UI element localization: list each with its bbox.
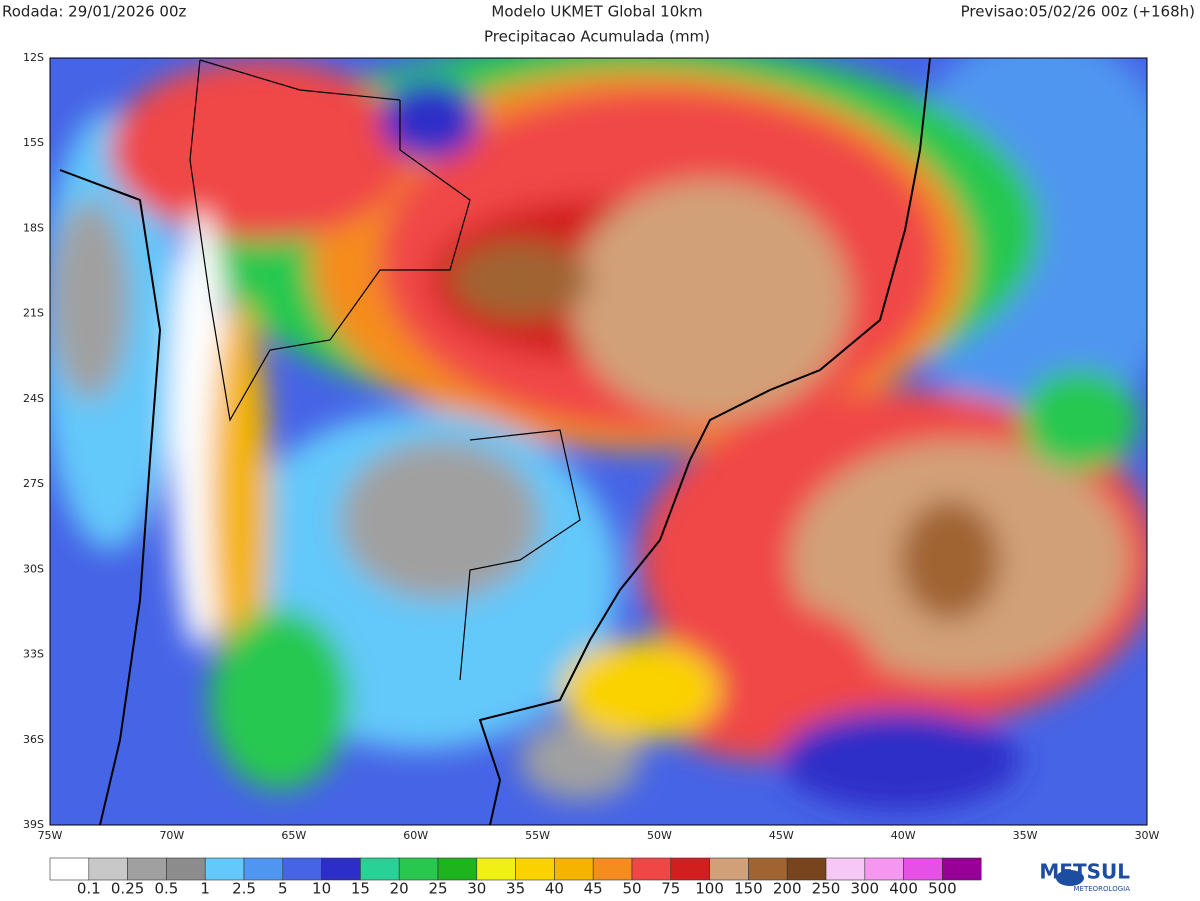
legend-swatch	[515, 857, 555, 881]
legend-label: 150	[734, 880, 763, 898]
legend-label: 400	[889, 880, 918, 898]
precip-map	[50, 58, 1147, 825]
legend-swatch	[166, 857, 206, 881]
legend-swatch	[825, 857, 866, 881]
legend-swatch	[321, 857, 361, 881]
logo-name: METSUL	[1039, 860, 1130, 884]
legend-swatch	[709, 857, 749, 881]
legend-swatch	[476, 857, 516, 881]
lat-label: 33S	[23, 648, 44, 661]
legend-swatch	[49, 857, 90, 881]
legend-label: 15	[351, 880, 370, 898]
legend-label: 30	[467, 880, 486, 898]
legend-swatch	[204, 857, 245, 881]
legend-swatch	[670, 857, 710, 881]
lat-label: 12S	[23, 51, 44, 64]
legend-label: 500	[928, 880, 957, 898]
legend-swatch	[88, 857, 128, 881]
legend-swatch	[942, 857, 982, 881]
lat-label: 30S	[23, 562, 44, 575]
legend-label: 5	[278, 880, 288, 898]
lon-label: 30W	[1135, 829, 1160, 842]
legend-swatch	[554, 857, 594, 881]
legend-label: 25	[428, 880, 447, 898]
legend-label: 200	[773, 880, 802, 898]
lon-label: 55W	[525, 829, 550, 842]
field-title: Precipitacao Acumulada (mm)	[484, 28, 710, 46]
legend-swatch	[243, 857, 284, 881]
lat-label: 18S	[23, 221, 44, 234]
legend-label: 75	[661, 880, 680, 898]
legend-swatch	[748, 857, 788, 881]
legend-label: 0.25	[111, 880, 144, 898]
lat-label: 39S	[23, 818, 44, 831]
lon-label: 75W	[38, 829, 63, 842]
legend-swatch	[437, 857, 478, 881]
legend-swatch	[127, 857, 167, 881]
lon-label: 50W	[647, 829, 672, 842]
legend-label: 1	[200, 880, 210, 898]
logo-icon	[1056, 870, 1084, 886]
legend-swatch	[864, 857, 904, 881]
lon-label: 35W	[1013, 829, 1038, 842]
legend-swatch	[903, 857, 943, 881]
legend-label: 100	[695, 880, 724, 898]
legend-swatch	[398, 857, 439, 881]
legend-label: 40	[545, 880, 564, 898]
run-label: Rodada: 29/01/2026 00z	[2, 3, 186, 21]
legend-label: 0.1	[77, 880, 101, 898]
legend-label: 2.5	[232, 880, 256, 898]
lon-label: 40W	[891, 829, 916, 842]
legend-swatch	[631, 857, 672, 881]
forecast-label: Previsao:05/02/26 00z (+168h)	[961, 3, 1195, 21]
lat-label: 24S	[23, 392, 44, 405]
legend-label: 250	[812, 880, 841, 898]
legend-swatch	[592, 857, 633, 881]
logo-tagline: METEOROLOGIA	[1074, 885, 1131, 893]
lon-label: 45W	[769, 829, 794, 842]
model-title: Modelo UKMET Global 10km	[491, 3, 702, 21]
lat-label: 15S	[23, 136, 44, 149]
legend-label: 35	[506, 880, 525, 898]
lon-label: 70W	[159, 829, 184, 842]
legend-swatch	[282, 857, 322, 881]
legend-label: 50	[622, 880, 641, 898]
lon-label: 65W	[281, 829, 306, 842]
legend-label: 10	[312, 880, 331, 898]
lat-label: 27S	[23, 477, 44, 490]
legend-label: 300	[850, 880, 879, 898]
legend-swatch	[786, 857, 827, 881]
lat-label: 36S	[23, 733, 44, 746]
legend-label: 0.5	[154, 880, 178, 898]
legend-swatch	[360, 857, 400, 881]
lon-label: 60W	[403, 829, 428, 842]
lat-label: 21S	[23, 307, 44, 320]
legend-label: 20	[390, 880, 409, 898]
legend-label: 45	[584, 880, 603, 898]
map-frame	[49, 57, 1148, 826]
